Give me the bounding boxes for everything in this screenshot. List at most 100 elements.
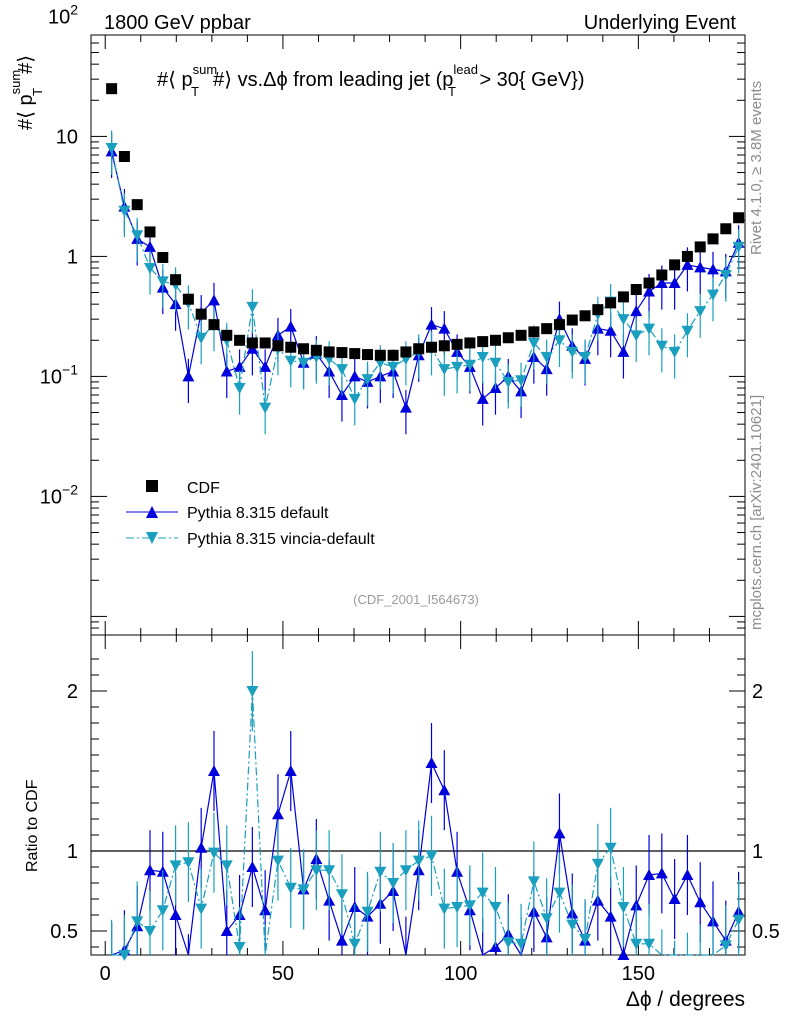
ratio-point-vincia [284,882,297,894]
data-point-cdf [387,349,399,361]
ratio-y-axis-label: Ratio to CDF [24,779,41,872]
data-point-cdf [259,337,271,349]
data-point-vincia [643,323,656,335]
legend: CDF Pythia 8.315 default Pythia 8.315 vi… [126,480,375,548]
ratio-point-vincia [233,942,246,953]
data-point-cdf [720,223,732,235]
data-point-cdf [246,337,258,349]
data-point-vincia [144,263,157,275]
ratio-tick-label-right: 2 [752,681,763,703]
data-point-cdf [579,310,591,322]
ratio-tick-label: 0.5 [50,921,78,943]
mcplots-label: mcplots.cern.ch [arXiv:2401.10621] [748,395,765,630]
data-point-cdf [515,329,527,341]
y-tick-label: 10−2 [40,481,78,508]
data-point-cdf [208,319,220,331]
data-point-cdf [566,314,578,326]
ratio-point-default [207,765,220,776]
data-point-cdf [106,83,118,95]
data-point-vincia [195,332,208,344]
ratio-point-default [553,827,566,839]
legend-cdf-label: CDF [187,480,220,497]
x-tick-label: 150 [622,963,655,985]
data-point-vincia [233,383,246,395]
data-point-vincia [387,361,400,373]
data-point-cdf [323,346,335,358]
axes: 0 50 100 150 102 10 1 10−1 10−2 0.5 0.5 1 1 2 2 [40,1,780,985]
data-point-cdf [144,226,156,238]
data-point-cdf [221,329,233,341]
ratio-plot-frame [90,634,746,956]
ratio-tick-label-right: 0.5 [752,921,780,943]
data-point-vincia [259,402,272,414]
ratio-point-default [284,765,297,776]
data-point-cdf [617,291,629,303]
data-point-vincia [335,364,348,376]
y-tick-label: 10−1 [40,361,78,388]
legend-default-marker [146,506,158,518]
ratio-point-vincia [207,847,220,859]
rivet-label: Rivet 4.1.0, ≥ 3.8M events [748,81,765,255]
data-point-cdf [374,349,386,361]
data-point-cdf [733,212,745,224]
data-point-cdf [656,269,668,281]
data-point-cdf [605,297,617,309]
analysis-id: (CDF_2001_I564673) [353,592,479,607]
ratio-point-vincia [515,938,528,950]
data-point-cdf [592,304,604,316]
ratio-point-vincia [630,938,643,950]
data-point-vincia [451,361,464,373]
series-layer [105,83,745,961]
ratio-line-default [111,760,740,958]
legend-cdf-marker [146,480,158,492]
series-line-vincia [111,147,740,408]
header-left: 1800 GeV ppbar [104,12,251,34]
data-point-cdf [489,334,501,346]
x-tick-label: 100 [444,963,477,985]
header-right: Underlying Event [584,12,737,34]
data-point-cdf [669,259,681,271]
data-point-cdf [298,343,310,355]
data-point-cdf [182,293,194,305]
x-tick-label: 50 [272,963,294,985]
legend-vincia-marker [146,532,158,544]
data-point-cdf [464,337,476,349]
legend-vincia-label: Pythia 8.315 vincia-default [187,531,375,548]
data-point-cdf [234,334,246,346]
data-point-cdf [541,323,553,335]
ratio-point-vincia [361,906,374,918]
data-point-cdf [310,344,322,356]
data-point-cdf [502,332,514,344]
data-point-cdf [362,349,374,361]
data-point-cdf [349,348,361,360]
data-point-cdf [285,341,297,353]
x-axis-label: Δϕ / degrees [626,988,745,1011]
ratio-point-vincia [323,865,336,877]
data-point-vincia [502,376,515,388]
data-point-cdf [553,319,565,331]
data-point-cdf [118,151,130,163]
data-point-cdf [131,199,143,211]
y-axis-label: #⟨ psum T#⟩ [8,55,45,130]
data-point-cdf [438,340,450,352]
y-tick-label: 10 [56,126,78,148]
data-point-cdf [157,251,169,263]
ratio-tick-label: 2 [67,681,78,703]
y-tick-label: 1 [67,246,78,268]
ratio-point-vincia [348,938,361,950]
y-tick-label: 102 [48,1,78,28]
x-tick-label: 0 [100,963,111,985]
data-point-cdf [400,346,412,358]
plot-title: #⟨ psum T#⟩ vs.Δϕ from leading jet (plead… [157,62,585,99]
data-point-cdf [694,241,706,253]
data-point-cdf [477,336,489,348]
data-point-cdf [528,326,540,338]
data-point-cdf [170,274,182,286]
data-point-cdf [630,283,642,295]
data-point-cdf [195,308,207,320]
data-point-cdf [643,277,655,289]
data-point-cdf [451,338,463,350]
data-point-cdf [426,341,438,353]
data-point-cdf [707,233,719,245]
